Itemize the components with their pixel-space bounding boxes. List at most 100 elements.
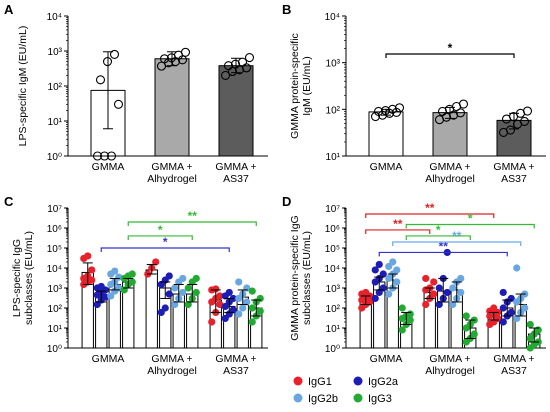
data-point [230, 59, 241, 69]
y-tick-label: 10³ [48, 284, 63, 295]
data-point [443, 288, 451, 297]
y-tick-label: 10⁷ [325, 204, 340, 215]
data-point [212, 285, 220, 293]
y-tick-label: 10¹ [48, 324, 63, 335]
data-point [449, 284, 457, 292]
data-point [184, 300, 192, 309]
significance-label: ** [393, 217, 403, 231]
legend-marker [353, 393, 363, 403]
data-point [389, 258, 397, 266]
data-point [490, 304, 498, 312]
x-tick-label-line: GMMA [92, 353, 125, 365]
data-point [375, 260, 383, 269]
y-tick-label: 10³ [326, 59, 341, 70]
significance-bracket [127, 221, 257, 226]
legend-marker [353, 376, 363, 386]
x-tick-label-line: GMMA [370, 161, 403, 173]
data-point [101, 293, 109, 301]
data-point [216, 292, 224, 300]
data-point [111, 267, 119, 275]
data-point [248, 318, 256, 326]
x-tick-label-line: GMMA + [151, 353, 192, 365]
legend-marker [293, 376, 303, 386]
x-tick-label-line: GMMA + [151, 161, 192, 173]
legend-label: IgG2a [368, 376, 399, 388]
data-point [92, 151, 103, 161]
bar [218, 65, 254, 157]
data-point [235, 278, 243, 286]
significance-label: * [436, 223, 441, 237]
data-point [239, 304, 247, 312]
data-point [362, 288, 370, 297]
data-point [88, 266, 96, 274]
panel-label-c: C [4, 194, 14, 209]
y-axis-label-line: IgM (EU/mL) [301, 56, 313, 116]
significance-label: * [468, 211, 473, 225]
y-tick-label: 10⁰ [47, 152, 62, 163]
data-point [171, 300, 179, 309]
y-axis-label: LPS-specific IgM (EU/mL) [17, 26, 29, 147]
significance-bracket [405, 223, 535, 229]
data-point [84, 252, 92, 260]
significance-label: * [163, 235, 168, 249]
x-tick-label: GMMA + AS37 [493, 353, 534, 377]
y-axis-label-line: LPS-specific IgG [11, 239, 23, 317]
panel-a: A 10⁰ 10¹ 10² 10³ 10⁴ LPS-specific IgM (EU/mL… [4, 2, 268, 185]
y-tick-label: 10⁴ [47, 264, 62, 275]
x-tick-label-line: GMMA + [215, 161, 256, 173]
data-point [455, 108, 466, 118]
data-point [97, 282, 105, 291]
x-tick-label: GMMA + Alhydrogel [425, 161, 475, 185]
bar [368, 111, 404, 157]
y-axis-label-line: subclasses (EU/mL) [301, 231, 313, 325]
panel-label-a: A [4, 2, 14, 17]
significance-bracket [365, 213, 495, 219]
data-point [99, 151, 110, 161]
y-tick-label: 10⁷ [47, 204, 62, 215]
significance-bracket [365, 229, 431, 234]
data-point [507, 308, 515, 317]
data-point [223, 61, 234, 71]
data-point [102, 56, 113, 67]
y-tick-label: 10⁰ [325, 344, 340, 355]
significance-bracket [405, 235, 471, 240]
data-point [513, 314, 521, 323]
x-tick-label-line: Alhydrogel [147, 365, 197, 377]
data-point [256, 294, 264, 303]
data-point [165, 290, 173, 298]
x-tick-label-line: Alhydrogel [425, 173, 475, 185]
data-point [220, 70, 231, 81]
data-point [379, 284, 387, 292]
legend-label: IgG1 [308, 376, 332, 388]
y-tick-label: 10² [48, 82, 63, 93]
data-point [462, 312, 470, 320]
panel-c: C 10⁰ 10¹ 10² 10³ 10⁴ 10⁵ 10⁶ 10⁷ LPS-specific I… [4, 194, 268, 377]
x-tick-label: GMMA + AS37 [215, 161, 256, 185]
data-point [406, 310, 414, 318]
legend: IgG1 IgG2a IgG2b IgG3 [293, 376, 399, 405]
data-point [373, 106, 384, 117]
y-axis-label-line: subclasses (EU/mL) [23, 231, 35, 325]
panel-b: B 10¹ 10² 10³ 10⁴ GMMA protein-specificIgM (… [282, 2, 546, 185]
data-point [430, 290, 438, 298]
data-point [113, 99, 124, 109]
data-point [522, 106, 533, 116]
y-axis-label-line: GMMA protein-specific [289, 33, 301, 139]
data-point [244, 52, 255, 63]
data-point [422, 274, 430, 283]
x-tick-label-line: AS37 [223, 365, 249, 377]
x-tick-label: GMMA + Alhydrogel [425, 353, 475, 377]
data-point [243, 298, 251, 306]
y-tick-label: 10³ [326, 284, 341, 295]
significance-bracket [100, 247, 230, 252]
data-point [505, 125, 516, 135]
data-point [379, 270, 387, 278]
data-point [109, 49, 120, 59]
x-tick-label-line: Alhydrogel [425, 365, 475, 377]
x-tick-label-line: GMMA [370, 353, 403, 365]
data-point [457, 274, 465, 283]
data-point [470, 330, 478, 338]
data-point [458, 99, 469, 109]
y-axis-label-line: LPS-specific IgM (EU/mL) [17, 26, 29, 147]
